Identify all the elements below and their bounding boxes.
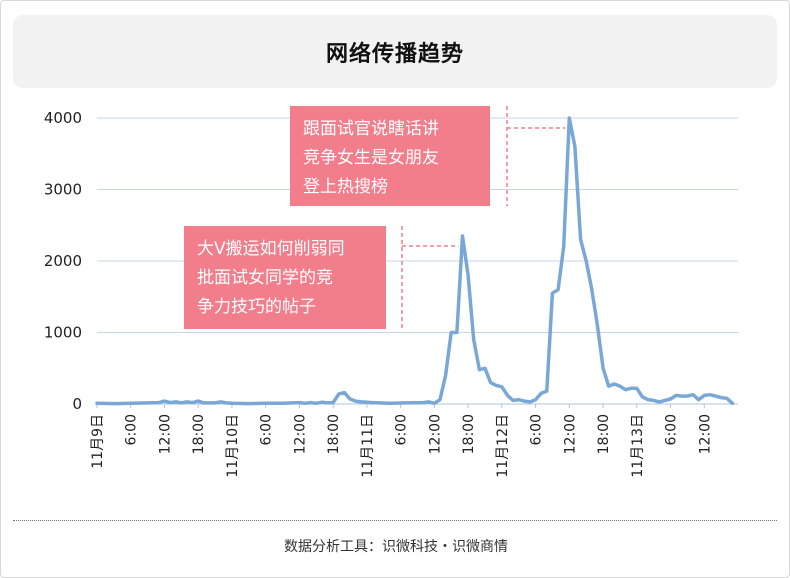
y-tick-label: 2000 bbox=[44, 252, 82, 270]
footer-source: 数据分析工具：识微科技・识微商情 bbox=[284, 539, 508, 555]
series-line-0 bbox=[95, 116, 735, 406]
x-tick-label: 11月10日 bbox=[225, 414, 241, 478]
x-tick-label: 6:00 bbox=[259, 414, 275, 445]
annotation-text: 竞争女生是女朋友 bbox=[303, 148, 439, 168]
y-tick-label: 3000 bbox=[44, 181, 82, 199]
y-tick-label: 1000 bbox=[44, 324, 82, 342]
x-tick-label: 18:00 bbox=[461, 414, 477, 454]
annotation-text: 大V搬运如何削弱同 bbox=[197, 239, 345, 259]
page-title: 网络传播趋势 bbox=[325, 41, 464, 67]
y-tick-label: 0 bbox=[72, 395, 82, 413]
title-bar: 网络传播趋势 bbox=[13, 15, 777, 88]
x-tick-label: 18:00 bbox=[326, 414, 342, 454]
annotation-text: 登上热搜榜 bbox=[303, 177, 388, 197]
x-tick-label: 6:00 bbox=[529, 414, 545, 445]
x-tick-label: 12:00 bbox=[697, 414, 713, 454]
x-tick-label: 18:00 bbox=[191, 414, 207, 454]
x-tick-label: 18:00 bbox=[596, 414, 612, 454]
x-tick-label: 6:00 bbox=[124, 414, 140, 445]
x-tick-label: 12:00 bbox=[292, 414, 308, 454]
y-tick-label: 4000 bbox=[44, 109, 82, 127]
x-tick-label: 11月13日 bbox=[630, 414, 646, 478]
annotation-text: 跟面试官说瞎话讲 bbox=[303, 119, 439, 139]
x-tick-label: 12:00 bbox=[157, 414, 173, 454]
footer-divider bbox=[13, 520, 777, 521]
x-tick-label: 11月9日 bbox=[90, 414, 106, 469]
x-tick-label: 12:00 bbox=[562, 414, 578, 454]
annotation-text: 批面试女同学的竞 bbox=[197, 268, 333, 288]
x-tick-label: 12:00 bbox=[427, 414, 443, 454]
x-tick-label: 11月12日 bbox=[495, 414, 511, 478]
x-tick-label: 6:00 bbox=[664, 414, 680, 445]
x-tick-label: 6:00 bbox=[394, 414, 410, 445]
annotation-box bbox=[290, 106, 490, 206]
annotation-text: 争力技巧的帖子 bbox=[197, 297, 316, 317]
annotation-box bbox=[184, 226, 386, 329]
x-tick-label: 11月11日 bbox=[360, 414, 376, 478]
